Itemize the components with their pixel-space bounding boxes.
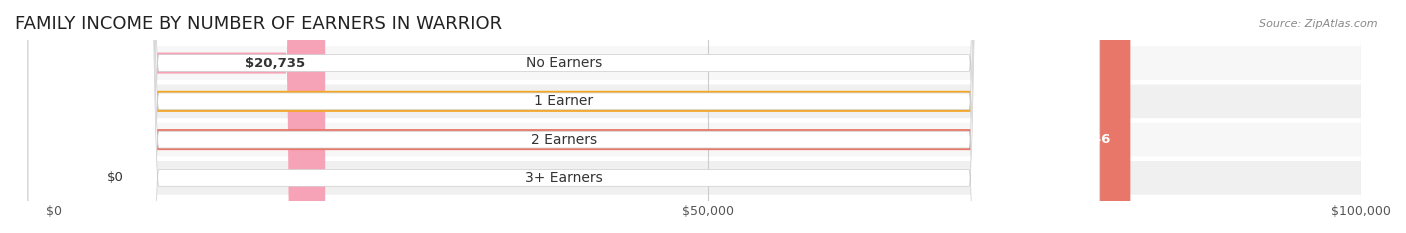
Text: FAMILY INCOME BY NUMBER OF EARNERS IN WARRIOR: FAMILY INCOME BY NUMBER OF EARNERS IN WA… — [15, 15, 502, 33]
Text: $0: $0 — [107, 171, 124, 184]
FancyBboxPatch shape — [55, 85, 1361, 118]
FancyBboxPatch shape — [28, 0, 1099, 233]
FancyBboxPatch shape — [28, 0, 1099, 233]
FancyBboxPatch shape — [28, 0, 1099, 233]
Text: Source: ZipAtlas.com: Source: ZipAtlas.com — [1260, 19, 1378, 29]
FancyBboxPatch shape — [55, 0, 80, 233]
FancyBboxPatch shape — [55, 46, 1361, 80]
FancyBboxPatch shape — [55, 123, 1361, 156]
FancyBboxPatch shape — [55, 161, 1361, 195]
Text: 3+ Earners: 3+ Earners — [524, 171, 603, 185]
FancyBboxPatch shape — [55, 0, 1130, 233]
FancyBboxPatch shape — [55, 0, 1116, 233]
FancyBboxPatch shape — [28, 0, 1099, 233]
FancyBboxPatch shape — [55, 0, 325, 233]
Text: $20,735: $20,735 — [246, 57, 305, 70]
Text: $82,346: $82,346 — [1050, 133, 1111, 146]
Text: No Earners: No Earners — [526, 56, 602, 70]
Text: 1 Earner: 1 Earner — [534, 94, 593, 108]
Text: 2 Earners: 2 Earners — [531, 133, 598, 147]
Text: $81,293: $81,293 — [1036, 95, 1097, 108]
